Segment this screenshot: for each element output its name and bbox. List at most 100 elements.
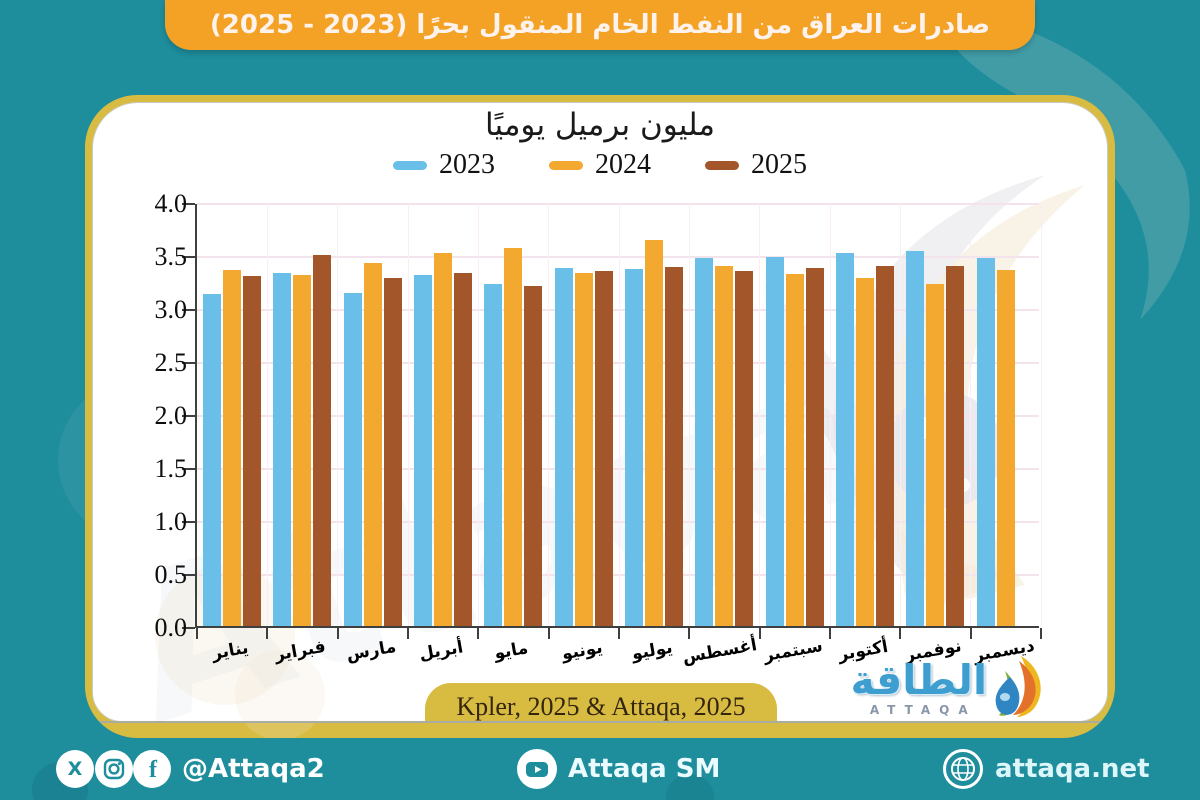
bar-2024 [856, 278, 874, 626]
y-axis-tick [182, 521, 195, 523]
globe-icon[interactable] [943, 749, 983, 789]
bar-group [619, 204, 689, 626]
y-axis-tick [182, 468, 195, 470]
gridline-horizontal [197, 256, 1039, 258]
x-axis-tick [266, 628, 269, 639]
chart-title: مليون برميل يوميًا [485, 107, 715, 143]
x-axis-tick [829, 628, 831, 639]
website-label[interactable]: attaqa.net [995, 754, 1150, 784]
x-axis-tick [969, 628, 972, 639]
y-axis-tick-label: 3.5 [154, 242, 188, 271]
bar-2023 [765, 257, 784, 626]
bar-2025 [383, 278, 402, 626]
y-axis-tick-label: 1.0 [154, 507, 188, 536]
attaqa-logo-text: الطاقة ATTAQA [851, 658, 988, 717]
legend-swatch [393, 160, 427, 170]
bar-2023 [484, 283, 503, 626]
gridline-horizontal [197, 521, 1039, 523]
x-axis-tick [547, 628, 550, 639]
y-axis-tick [182, 415, 195, 417]
y-axis-tick [182, 574, 195, 576]
bar-2023 [695, 258, 714, 626]
bar-2023 [343, 293, 362, 626]
plot-area [182, 203, 1042, 639]
bar-2024 [926, 283, 945, 626]
bar-2025 [735, 270, 754, 626]
bar-2024 [996, 269, 1015, 626]
bar-group [408, 204, 478, 626]
y-axis-tick-label: 2.0 [154, 401, 188, 430]
gridline-horizontal [197, 415, 1039, 417]
bar-2024 [363, 263, 382, 626]
legend-item-2025: 2025 [705, 149, 807, 181]
facebook-icon[interactable]: f [133, 750, 171, 788]
y-axis-tick [182, 309, 195, 311]
y-axis-tick [182, 256, 195, 258]
gridline-horizontal [197, 468, 1039, 470]
bar-2025 [876, 265, 894, 626]
legend-swatch [549, 160, 583, 170]
bar-2023 [836, 252, 854, 626]
gridline-horizontal [197, 574, 1039, 576]
bar-group [830, 204, 900, 626]
bar-2024 [504, 247, 523, 626]
gridline-vertical [618, 204, 620, 626]
y-axis-tick-label: 3.0 [154, 295, 188, 324]
svg-text:f: f [149, 757, 158, 781]
bar-2024 [785, 274, 804, 626]
bar-2023 [976, 258, 995, 626]
page-title: صادرات العراق من النفط الخام المنقول بحر… [209, 10, 991, 40]
gridline-vertical [477, 204, 479, 626]
gridline-vertical [266, 204, 268, 626]
bar-group [549, 204, 619, 626]
y-axis-tick [182, 627, 195, 629]
bar-group [689, 204, 759, 626]
gridline-horizontal [197, 203, 1039, 205]
x-axis-tick [407, 628, 409, 639]
bar-2025 [313, 255, 332, 626]
attaqa-logo-latin: ATTAQA [869, 702, 977, 717]
x-axis-tick [196, 628, 198, 639]
bar-group [478, 204, 548, 626]
bar-2024 [293, 275, 312, 626]
bar-2025 [665, 266, 683, 626]
x-axis-tick [477, 628, 480, 639]
youtube-icon[interactable] [517, 749, 557, 789]
x-axis-tick [899, 628, 902, 639]
youtube-label[interactable]: Attaqa SM [568, 754, 721, 784]
gridline-vertical [548, 204, 550, 626]
bar-2023 [273, 273, 292, 626]
bar-2024 [645, 240, 663, 626]
y-axis-tick-label: 4.0 [154, 189, 188, 218]
bar-2025 [454, 273, 472, 626]
social-handle[interactable]: @Attaqa2 [182, 754, 325, 784]
x-axis-tick [1040, 628, 1042, 639]
legend-label: 2023 [439, 149, 495, 180]
gridline-horizontal [197, 362, 1039, 364]
bar-2023 [554, 267, 573, 626]
legend-item-2024: 2024 [549, 149, 651, 181]
bar-2025 [594, 270, 613, 626]
gridline-vertical [337, 204, 339, 626]
bar-2024 [434, 252, 452, 626]
legend-label: 2024 [595, 149, 651, 180]
x-axis-tick [336, 628, 339, 639]
y-axis-tick-label: 2.5 [154, 348, 188, 377]
instagram-icon[interactable] [95, 750, 133, 788]
header-banner: صادرات العراق من النفط الخام المنقول بحر… [165, 0, 1035, 50]
bar-2023 [625, 268, 643, 626]
legend-item-2023: 2023 [393, 149, 495, 181]
x-twitter-icon[interactable]: X [56, 750, 94, 788]
bar-2024 [574, 273, 593, 626]
bar-2024 [715, 265, 734, 626]
source-pill: Kpler, 2025 & Attaqa, 2025 [425, 683, 777, 738]
bar-2023 [203, 294, 221, 626]
x-axis-tick [688, 628, 691, 639]
bar-group [760, 204, 830, 626]
bar-2025 [243, 276, 261, 626]
legend-swatch [705, 160, 739, 170]
card-bottom-divider [91, 721, 1109, 723]
bar-group [267, 204, 337, 626]
gridline-vertical [688, 204, 690, 626]
